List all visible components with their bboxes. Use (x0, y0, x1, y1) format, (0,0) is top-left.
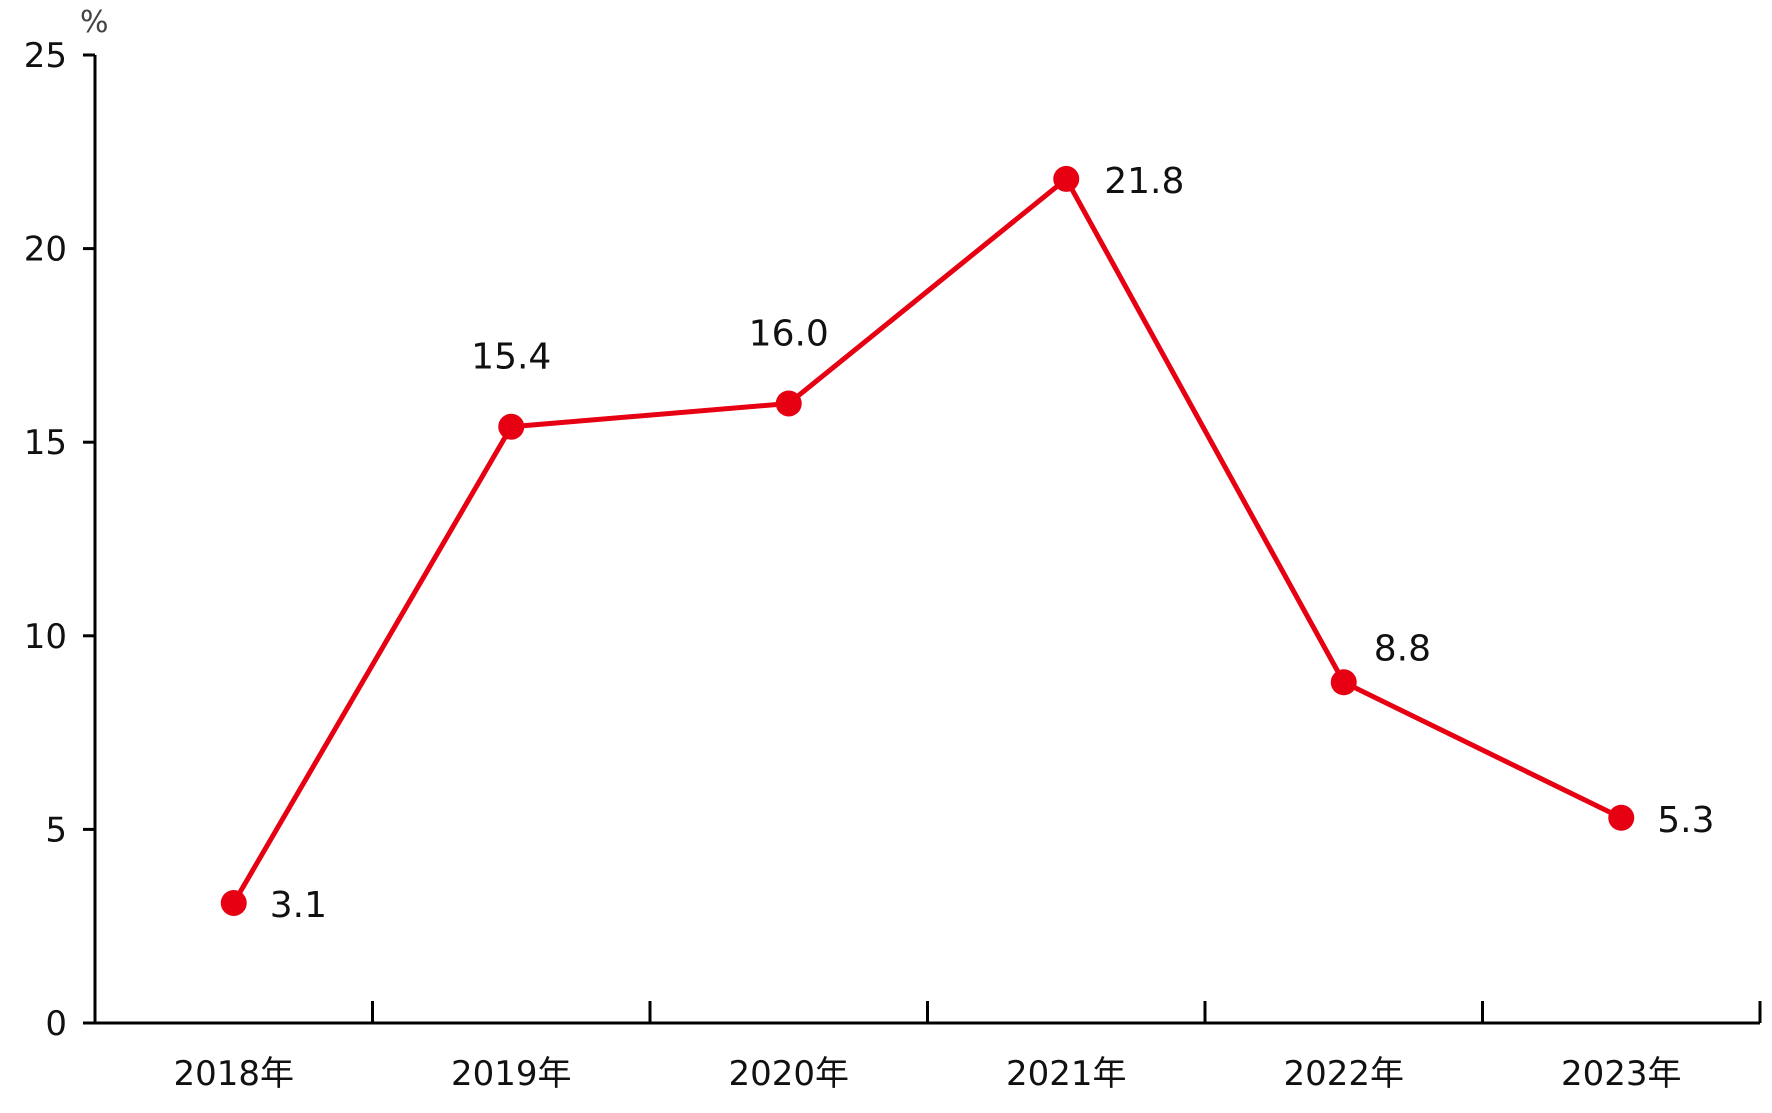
y-tick-label: 10 (24, 617, 67, 657)
data-label: 15.4 (471, 337, 551, 378)
y-tick-label: 0 (45, 1004, 67, 1044)
data-label: 3.1 (270, 885, 327, 926)
y-tick-label: 5 (45, 810, 67, 850)
data-point (1053, 165, 1080, 192)
x-tick-label: 2018年 (173, 1054, 294, 1094)
y-unit-label: % (80, 5, 109, 40)
data-label: 16.0 (749, 313, 829, 354)
data-point (775, 390, 802, 417)
x-tick-label: 2019年 (451, 1054, 572, 1094)
series: 3.1 15.4 16.0 21.8 8.8 5.3 (220, 161, 1715, 926)
x-tick-label: 2023年 (1561, 1054, 1682, 1094)
data-point (1330, 669, 1357, 696)
y-axis: 0 5 10 15 20 25 (24, 36, 97, 1044)
x-axis: 2018年 2019年 2020年 2021年 2022年 2023年 (93, 1001, 1762, 1094)
x-tick-label: 2020年 (728, 1054, 849, 1094)
y-tick-label: 15 (24, 423, 67, 463)
data-label: 5.3 (1657, 800, 1714, 841)
data-label: 8.8 (1374, 628, 1431, 669)
series-line (231, 176, 1624, 906)
x-tick-label: 2022年 (1283, 1054, 1404, 1094)
y-tick-label: 25 (24, 36, 67, 76)
data-point (220, 889, 247, 916)
data-point (498, 413, 525, 440)
data-label: 21.8 (1104, 161, 1184, 202)
x-tick-label: 2021年 (1006, 1054, 1127, 1094)
y-tick-label: 20 (24, 230, 67, 270)
data-point (1608, 804, 1635, 831)
